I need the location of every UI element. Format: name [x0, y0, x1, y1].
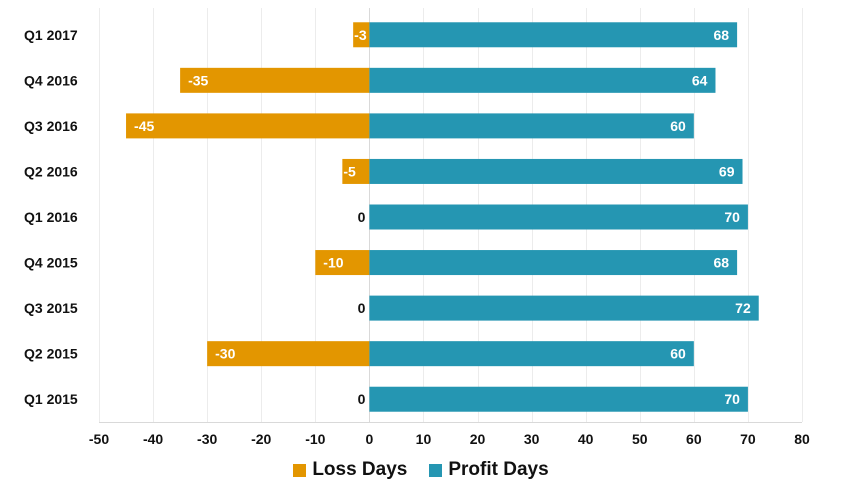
- data-label: -35: [188, 72, 208, 88]
- data-label: 0: [358, 391, 366, 407]
- bar-loss-days: [207, 341, 370, 367]
- x-tick-label: -10: [305, 431, 325, 447]
- x-tick-label: 30: [524, 431, 540, 447]
- category-label: Q1 2016: [24, 209, 78, 225]
- x-tick-label: 80: [794, 431, 810, 447]
- legend-swatch-profit-days: [429, 463, 443, 477]
- x-tick-label: 60: [686, 431, 702, 447]
- data-label: -3: [354, 27, 367, 43]
- legend: Loss Days Profit Days: [0, 459, 842, 481]
- bar-profit-days: [369, 250, 738, 276]
- data-label: 60: [670, 118, 686, 134]
- bar-profit-days: [369, 67, 716, 93]
- bar-loss-days: [180, 67, 370, 93]
- data-label: -10: [323, 255, 343, 271]
- bar-profit-days: [369, 341, 694, 367]
- bar-loss-days: [353, 22, 370, 48]
- data-label: 68: [714, 255, 730, 271]
- x-tick-label: 0: [365, 431, 373, 447]
- category-labels: Q1 2017 Q4 2016 Q3 2016 Q2 2016 Q1 2016 Q4 20…: [24, 27, 78, 407]
- bars: [126, 22, 759, 412]
- data-labels: -3 68 -35 64 -45 60 -5 69 0 70 -10 68 0 72 -30 60 0 70: [134, 27, 751, 407]
- data-label: 68: [714, 27, 730, 43]
- data-label: 69: [719, 163, 735, 179]
- category-label: Q2 2016: [24, 163, 78, 179]
- category-label: Q4 2016: [24, 72, 78, 88]
- category-label: Q1 2015: [24, 391, 78, 407]
- x-tick-label: 20: [470, 431, 486, 447]
- bar-loss-days: [126, 113, 370, 139]
- x-tick-label: -30: [197, 431, 217, 447]
- data-label: 0: [358, 300, 366, 316]
- bar-profit-days: [369, 386, 748, 412]
- bar-profit-days: [369, 204, 748, 230]
- legend-item-profit-days: Profit Days: [429, 459, 549, 481]
- bar-loss-days: [342, 158, 370, 184]
- bar-chart: -50 -40 -30 -20 -10 0 10 20 30 40 50 60 70 80 -3 68-35…: [24, 8, 810, 447]
- x-axis: -50 -40 -30 -20 -10 0 10 20 30 40 50 60 70 80: [89, 422, 810, 447]
- bar-loss-days: [315, 250, 370, 276]
- data-label: 70: [724, 209, 740, 225]
- category-label: Q3 2016: [24, 118, 78, 134]
- bar-profit-days: [369, 113, 694, 139]
- x-tick-label: 40: [578, 431, 594, 447]
- legend-label-loss-days: Loss Days: [312, 459, 408, 480]
- data-label: -45: [134, 118, 154, 134]
- data-label: 64: [692, 72, 708, 88]
- bar-profit-days: [369, 295, 759, 321]
- legend-swatch-loss-days: [293, 463, 307, 477]
- category-label: Q1 2017: [24, 27, 78, 43]
- x-tick-label: 10: [416, 431, 432, 447]
- x-tick-label: 50: [632, 431, 648, 447]
- category-label: Q3 2015: [24, 300, 78, 316]
- category-label: Q4 2015: [24, 255, 78, 271]
- category-label: Q2 2015: [24, 346, 78, 362]
- data-label: 60: [670, 346, 686, 362]
- data-label: -30: [215, 346, 235, 362]
- data-label: -5: [343, 163, 356, 179]
- x-tick-label: -20: [251, 431, 271, 447]
- x-tick-label: -40: [143, 431, 163, 447]
- legend-item-loss-days: Loss Days: [293, 459, 407, 481]
- data-label: 70: [724, 391, 740, 407]
- bar-profit-days: [369, 22, 738, 48]
- data-label: 0: [358, 209, 366, 225]
- x-tick-label: 70: [740, 431, 756, 447]
- legend-label-profit-days: Profit Days: [448, 459, 549, 480]
- data-label: 72: [735, 300, 751, 316]
- bar-profit-days: [369, 158, 743, 184]
- x-tick-label: -50: [89, 431, 109, 447]
